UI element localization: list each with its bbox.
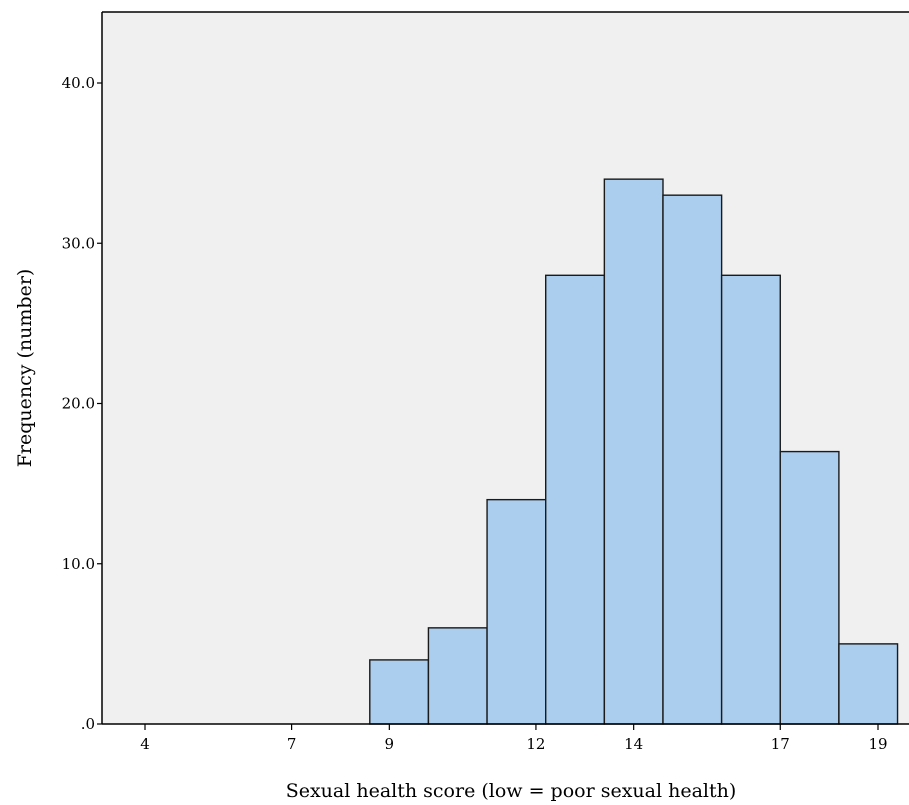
histogram-bar <box>779 450 840 725</box>
histogram-bar <box>662 194 723 725</box>
histogram-bar <box>486 498 547 725</box>
x-tick-label: 14 <box>624 735 643 753</box>
x-axis-title: Sexual health score (low = poor sexual h… <box>286 780 737 802</box>
x-tick-label: 17 <box>771 735 790 753</box>
y-tick-label: 30.0 <box>62 234 95 252</box>
x-axis-ticks: 4 7 9 12 14 17 19 <box>140 724 888 753</box>
histogram-bars <box>369 178 899 725</box>
x-tick-label: 12 <box>526 735 545 753</box>
histogram-bar <box>369 659 430 725</box>
histogram-bar <box>427 627 488 725</box>
y-tick-label: 40.0 <box>62 74 95 92</box>
histogram-bar <box>838 643 899 725</box>
y-tick-label: 10.0 <box>62 555 95 573</box>
x-tick-label: 4 <box>140 735 150 753</box>
x-tick-label: 9 <box>385 735 395 753</box>
y-axis-ticks: .0 10.0 20.0 30.0 40.0 <box>62 74 102 733</box>
x-tick-label: 7 <box>287 735 297 753</box>
y-tick-label: .0 <box>81 715 95 733</box>
histogram-bar <box>720 274 781 725</box>
x-tick-label: 19 <box>868 735 887 753</box>
histogram-bar <box>545 274 606 725</box>
y-tick-label: 20.0 <box>62 395 95 413</box>
y-axis-title: Frequency (number) <box>14 269 36 468</box>
histogram-bar <box>603 178 664 725</box>
